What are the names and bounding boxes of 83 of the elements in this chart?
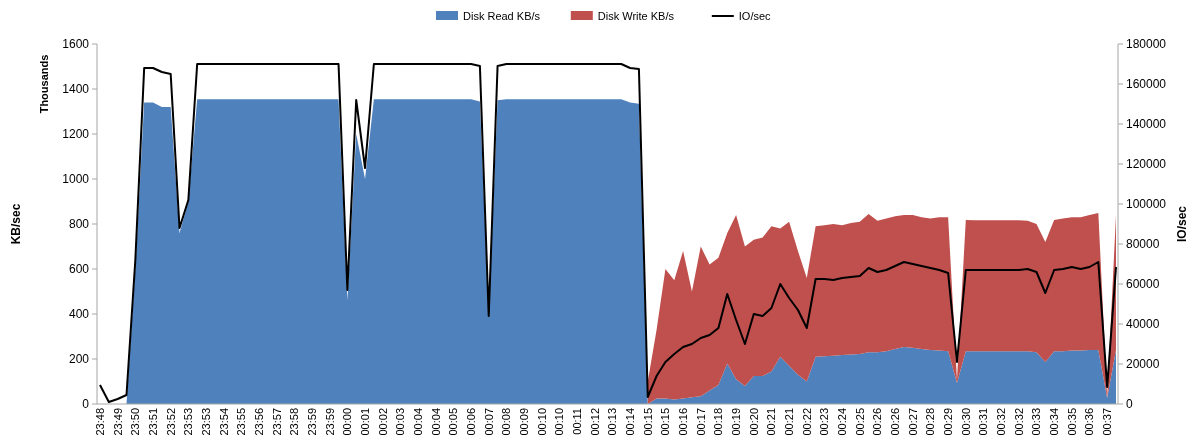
x-tick-label: 23:53 [200, 408, 213, 436]
x-tick-label: 00:28 [924, 408, 937, 436]
x-tick-label: 00:16 [677, 408, 690, 436]
x-tick-label: 00:12 [588, 408, 601, 436]
y-tick-label: 600 [68, 262, 90, 277]
x-tick-label: 00:32 [995, 408, 1008, 436]
x-tick-label: 00:35 [1065, 408, 1078, 436]
y-axis-title: KB/sec [9, 203, 23, 245]
x-tick-label: 23:53 [182, 408, 195, 436]
x-tick-label: 00:37 [1101, 408, 1114, 436]
x-tick-label: 00:05 [447, 408, 460, 436]
y-tick-label: 800 [68, 217, 90, 232]
x-tick-label: 00:27 [906, 408, 919, 436]
x-tick-label: 23:49 [111, 408, 124, 436]
x-tick-label: 00:14 [624, 408, 637, 436]
x-tick-label: 00:19 [730, 408, 743, 436]
x-tick-label: 00:22 [800, 408, 813, 436]
y-tick-label: 1600 [62, 37, 90, 52]
x-tick-label: 23:51 [147, 408, 160, 436]
x-tick-label: 00:17 [694, 408, 707, 436]
x-tick-label: 00:26 [871, 408, 884, 436]
x-tick-label: 00:04 [412, 408, 425, 436]
x-tick-label: 00:26 [889, 408, 902, 436]
x-tick-label: 23:59 [306, 408, 319, 436]
x-tick-label: 00:33 [1030, 408, 1043, 436]
x-tick-label: 23:58 [288, 408, 301, 436]
x-tick-label: 00:15 [659, 408, 672, 436]
x-tick-label: 00:23 [818, 408, 831, 436]
legend-label: Disk Read KB/s [463, 10, 541, 22]
x-tick-label: 23:50 [129, 408, 142, 436]
x-tick-label: 23:54 [217, 408, 230, 436]
x-tick-label: 23:48 [94, 408, 106, 436]
y2-tick-label: 0 [1126, 397, 1133, 412]
y2-axis-title: IO/sec [1175, 205, 1189, 243]
x-tick-label: 00:13 [606, 408, 619, 436]
x-tick-label: 00:10 [535, 408, 548, 436]
y2-tick-label: 160000 [1126, 77, 1167, 92]
x-tick-label: 00:24 [836, 408, 849, 436]
x-tick-label: 00:30 [959, 408, 972, 436]
y-tick-label: 1400 [62, 82, 90, 97]
y2-tick-label: 120000 [1126, 157, 1167, 172]
x-tick-label: 00:06 [465, 408, 478, 436]
x-tick-label: 23:57 [270, 408, 283, 436]
x-tick-label: 23:55 [235, 408, 248, 436]
y2-tick-label: 60000 [1126, 277, 1160, 292]
x-tick-label: 00:34 [1048, 408, 1061, 436]
x-tick-label: 00:03 [394, 408, 407, 436]
y-tick-label: 0 [82, 397, 90, 412]
y-tick-label: 200 [68, 352, 90, 367]
x-tick-label: 00:07 [482, 408, 495, 436]
x-tick-label: 00:09 [518, 408, 531, 436]
x-tick-label: 00:31 [977, 408, 990, 436]
x-tick-label: 00:21 [765, 408, 778, 436]
x-tick-label: 23:56 [253, 408, 266, 436]
x-tick-label: 00:20 [747, 408, 760, 436]
x-tick-label: 00:29 [942, 408, 955, 436]
x-tick-label: 00:25 [853, 408, 866, 436]
y2-tick-label: 20000 [1126, 357, 1160, 372]
y-tick-label: 1200 [62, 127, 90, 142]
text: Thousands [38, 54, 50, 114]
x-tick-label: 00:11 [571, 408, 584, 435]
x-tick-label: 00:08 [500, 408, 513, 436]
y2-tick-label: 140000 [1126, 117, 1167, 132]
x-tick-label: 00:04 [429, 408, 442, 436]
x-tick-label: 23:59 [323, 408, 336, 436]
y-tick-label: 1000 [62, 172, 90, 187]
x-tick-label: 00:32 [1012, 408, 1025, 436]
x-tick-label: 00:36 [1083, 408, 1096, 436]
x-tick-label: 00:21 [783, 408, 796, 436]
y2-tick-label: 80000 [1126, 237, 1160, 252]
x-tick-label: 23:52 [164, 408, 177, 436]
y2-tick-label: 180000 [1126, 37, 1167, 52]
y-tick-label: 400 [68, 307, 90, 322]
x-tick-label: 00:18 [712, 408, 725, 436]
y2-tick-label: 100000 [1126, 197, 1167, 212]
y2-tick-label: 40000 [1126, 317, 1160, 332]
x-tick-label: 00:15 [641, 408, 654, 436]
x-tick-label: 00:02 [376, 408, 389, 436]
legend-label: Disk Write KB/s [597, 10, 675, 22]
x-tick-label: 00:01 [359, 408, 372, 436]
x-tick-label: 00:00 [341, 408, 354, 436]
x-tick-label: 00:10 [553, 408, 566, 436]
legend-label: IO/sec [738, 10, 772, 22]
